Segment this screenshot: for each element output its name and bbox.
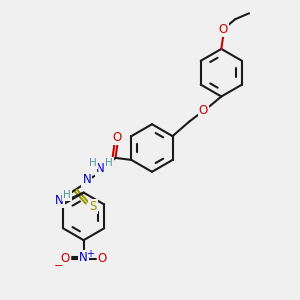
Text: N: N bbox=[96, 162, 105, 175]
Text: O: O bbox=[112, 130, 121, 144]
Text: N: N bbox=[55, 194, 63, 207]
Text: O: O bbox=[98, 253, 107, 266]
Text: H: H bbox=[89, 158, 97, 168]
Text: S: S bbox=[89, 200, 96, 213]
Text: O: O bbox=[199, 104, 208, 117]
Text: N: N bbox=[82, 173, 91, 186]
Text: +: + bbox=[85, 249, 94, 259]
Text: H: H bbox=[105, 158, 112, 168]
Text: H: H bbox=[63, 190, 71, 200]
Text: O: O bbox=[219, 22, 228, 36]
Text: N: N bbox=[79, 251, 88, 265]
Text: −: − bbox=[54, 261, 64, 271]
Text: O: O bbox=[60, 253, 69, 266]
